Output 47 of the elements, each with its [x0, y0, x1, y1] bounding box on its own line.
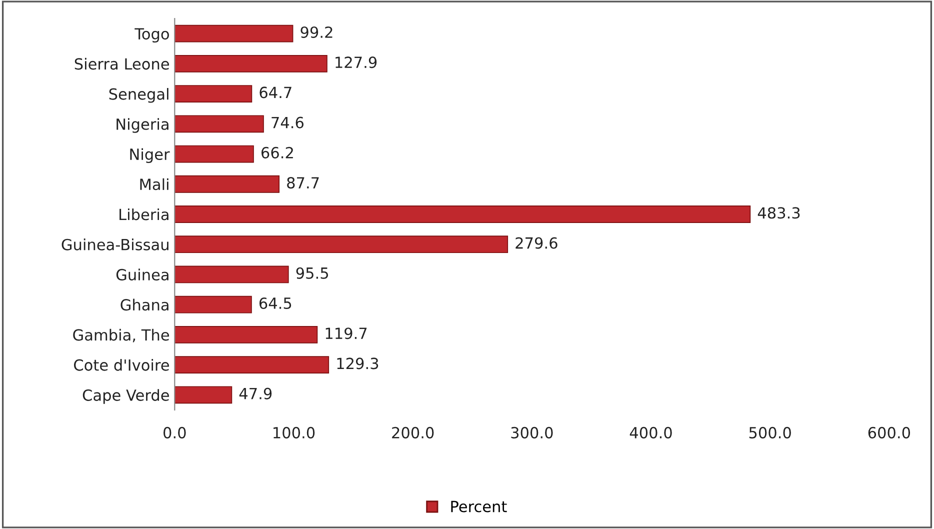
x-tick-label: 0.0 — [164, 426, 186, 438]
data-label: 64.5 — [259, 297, 292, 310]
data-label: 279.6 — [516, 237, 558, 249]
bar — [174, 24, 294, 42]
bar — [174, 145, 254, 163]
x-tick-label: 100.0 — [274, 426, 315, 438]
bar — [174, 236, 508, 254]
data-label: 127.9 — [336, 56, 377, 68]
x-tick-label: 400.0 — [630, 426, 672, 438]
x-tick-label: 500.0 — [749, 426, 791, 438]
y-tick-label: Togo — [134, 28, 169, 43]
y-tick-label: Nigeria — [116, 118, 168, 133]
y-tick-label: Niger — [130, 148, 170, 163]
bar — [174, 266, 289, 284]
bar — [174, 296, 252, 314]
data-label: 99.2 — [300, 26, 332, 38]
x-tick-label: 200.0 — [392, 426, 434, 438]
x-tick-label: 600.0 — [868, 426, 910, 438]
bar — [174, 386, 232, 404]
data-label: 87.7 — [287, 177, 319, 189]
bar — [174, 206, 751, 223]
bar — [174, 356, 330, 374]
bar — [174, 115, 264, 133]
data-label: 47.9 — [239, 388, 272, 400]
data-label: 95.5 — [296, 267, 328, 279]
x-tick-label: 300.0 — [511, 426, 553, 438]
data-label: 64.7 — [260, 86, 292, 98]
y-tick-label: Guinea-Bissau — [62, 238, 168, 250]
y-tick-label: Senegal — [109, 88, 168, 103]
y-tick-label: Guinea — [116, 268, 168, 280]
data-label: 483.3 — [758, 207, 800, 219]
data-label: 66.2 — [262, 146, 293, 158]
data-label: 129.3 — [337, 358, 378, 370]
y-tick-label: Cote d'Ivoire — [74, 359, 169, 371]
y-tick-label: Sierra Leone — [74, 58, 169, 70]
y-tick-label: Gambia, The — [73, 328, 169, 342]
legend-label: Percent — [451, 500, 507, 512]
bar — [174, 175, 280, 193]
data-label: 74.6 — [272, 116, 304, 128]
bar — [174, 326, 318, 344]
data-label: 119.7 — [326, 328, 367, 340]
y-tick-label: Mali — [140, 178, 168, 190]
y-tick-label: Liberia — [120, 208, 168, 220]
y-tick-label: Ghana — [120, 298, 168, 311]
bar — [174, 54, 328, 72]
bar — [174, 85, 252, 102]
y-tick-label: Cape Verde — [82, 389, 169, 404]
